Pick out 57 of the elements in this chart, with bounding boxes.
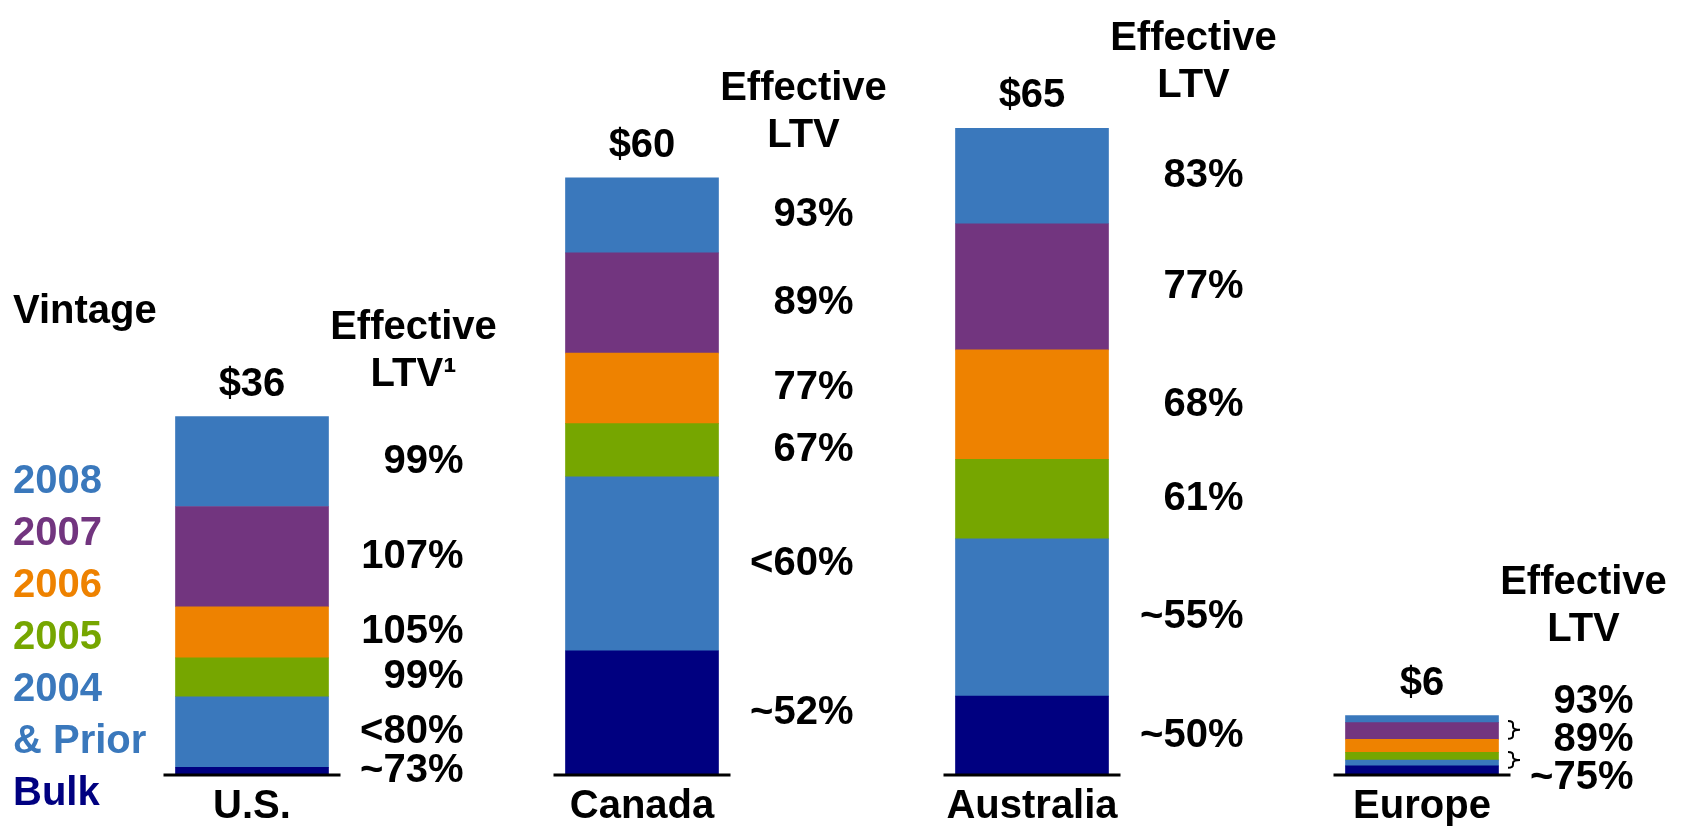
bar — [565, 252, 719, 354]
series-label: 2006 — [13, 560, 103, 607]
annotation: $6 — [1399, 658, 1445, 703]
bar — [565, 177, 719, 254]
bar — [175, 506, 329, 608]
series-label: 2005 — [13, 612, 103, 659]
text: $65 — [998, 71, 1066, 116]
annotation: ~52% — [750, 687, 854, 732]
bar — [175, 657, 329, 698]
annotation: 99% — [383, 652, 464, 697]
annotation: 99% — [383, 436, 464, 481]
annotation: ~50% — [1140, 710, 1244, 755]
bar — [175, 696, 329, 768]
bar — [1345, 759, 1499, 767]
annotation: 83% — [1163, 150, 1244, 195]
bar — [565, 352, 719, 425]
bar — [175, 606, 329, 659]
annotation: 93% — [773, 190, 854, 235]
series-label: 2004 & Prior — [13, 664, 148, 763]
annotation: 68% — [1163, 379, 1244, 424]
annotation: 105% — [361, 607, 464, 652]
x-tick-label: U.S. — [213, 782, 291, 827]
annotation: 61% — [1163, 474, 1244, 519]
annotation: Effective LTV — [1500, 558, 1667, 650]
annotation: 89% — [773, 278, 854, 323]
bar — [565, 423, 719, 478]
bar — [955, 538, 1109, 697]
bar — [1345, 715, 1499, 723]
annotation: Effective LTV — [720, 63, 887, 155]
legend-title: Vintage — [13, 286, 157, 333]
annotation: <60% — [750, 538, 854, 583]
x-tick-label: Canada — [569, 782, 715, 827]
series-label: Bulk — [13, 768, 101, 815]
bar — [565, 650, 719, 775]
bar — [1345, 722, 1499, 740]
bar — [565, 476, 719, 652]
bar — [955, 223, 1109, 351]
bar — [955, 695, 1109, 775]
x-tick-label: Europe — [1353, 782, 1491, 827]
annotation: Effective LTV¹ — [330, 302, 497, 394]
annotation: 77% — [773, 363, 854, 408]
series-label: 2007 — [13, 508, 103, 555]
series-label: 2008 — [13, 456, 103, 503]
bar — [1345, 739, 1499, 753]
annotation: 107% — [361, 531, 464, 576]
annotation: ~55% — [1140, 592, 1244, 637]
bar — [175, 416, 329, 507]
bar — [955, 128, 1109, 225]
text: Effective LTV — [1110, 14, 1277, 106]
bar — [955, 349, 1109, 460]
bar — [955, 458, 1109, 540]
annotation: $60 — [608, 120, 676, 165]
bar — [1345, 752, 1499, 761]
annotation: 67% — [773, 425, 854, 470]
x-tick-label: Australia — [946, 782, 1119, 827]
annotation: $36 — [218, 359, 286, 404]
annotation: 77% — [1163, 261, 1244, 306]
